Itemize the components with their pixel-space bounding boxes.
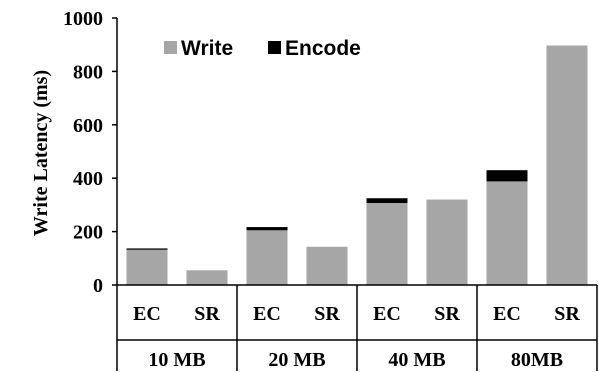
- bar-write: [427, 200, 468, 285]
- x-group-label: 80MB: [511, 349, 563, 371]
- y-tick-label: 600: [73, 115, 103, 137]
- x-group-label: 10 MB: [148, 349, 205, 371]
- y-tick-label: 200: [73, 222, 103, 244]
- x-category-label: SR: [314, 303, 340, 325]
- y-axis: 0 200 400 600 800 1000: [63, 8, 117, 297]
- bar-write: [187, 270, 228, 285]
- bar-encode: [487, 170, 528, 181]
- y-tick-label: 800: [73, 61, 103, 83]
- bar-write: [367, 203, 408, 285]
- x-category-label: EC: [373, 303, 401, 325]
- x-category-label: EC: [133, 303, 161, 325]
- legend: Write Encode: [164, 37, 361, 60]
- x-group-label: 40 MB: [388, 349, 445, 371]
- bar-write: [247, 230, 288, 285]
- x-category-label: SR: [554, 303, 580, 325]
- x-axis: 10 MB 20 MB 40 MB 80MB EC SR EC SR EC SR EC SR: [117, 285, 597, 371]
- bars-area: [127, 46, 588, 285]
- x-group-label: 20 MB: [268, 349, 325, 371]
- x-category-label: EC: [493, 303, 521, 325]
- bar-write: [307, 247, 348, 285]
- legend-swatch-encode: [268, 41, 281, 54]
- y-tick-label: 0: [93, 275, 103, 297]
- y-tick-label: 400: [73, 168, 103, 190]
- bar-encode: [127, 248, 168, 249]
- legend-label-encode: Encode: [285, 37, 361, 60]
- bar-write: [127, 250, 168, 285]
- bar-write: [547, 46, 588, 285]
- x-category-label: SR: [434, 303, 460, 325]
- legend-swatch-write: [164, 41, 177, 54]
- y-axis-label: Write Latency (ms): [30, 70, 52, 236]
- bar-encode: [247, 227, 288, 230]
- x-category-label: SR: [194, 303, 220, 325]
- x-category-label: EC: [253, 303, 281, 325]
- y-tick-label: 1000: [63, 8, 103, 30]
- bar-write: [487, 181, 528, 285]
- bar-encode: [367, 198, 408, 203]
- legend-label-write: Write: [181, 37, 233, 60]
